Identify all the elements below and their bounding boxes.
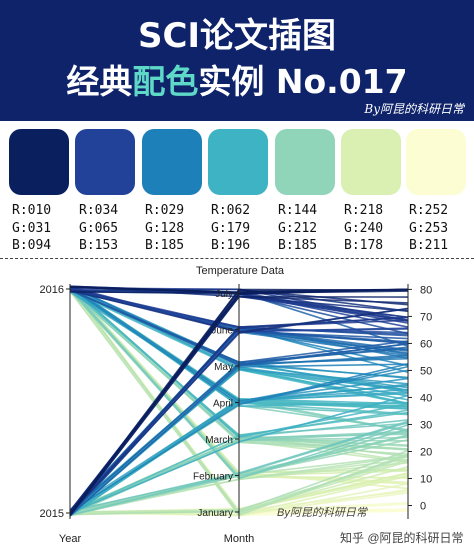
month-tick-label: May (214, 362, 233, 373)
parallel-coordinates-chart: Temperature Data 2015 2016 January February… (40, 265, 464, 545)
color-swatch-6 (341, 129, 401, 195)
temperature-tick-label: 70 (420, 311, 432, 323)
title-prefix: 经典 (66, 62, 133, 101)
color-swatch-5 (275, 129, 335, 195)
month-tick-label: July (215, 289, 233, 300)
rgb-values-7: R:252 G:253 B:211 (409, 203, 449, 253)
title-line-2: 经典配色实例 No.017 (0, 62, 474, 102)
color-swatch-7 (406, 129, 466, 195)
temperature-tick-label: 50 (420, 365, 432, 377)
temperature-tick-label: 10 (420, 473, 432, 485)
month-tick-label: March (205, 435, 233, 446)
color-swatch-1 (9, 129, 69, 195)
rgb-values-1: R:010 G:031 B:094 (12, 203, 52, 253)
color-swatch-2 (75, 129, 135, 195)
color-swatch-4 (208, 129, 268, 195)
title-accent: 配色 (132, 62, 199, 101)
chart-title: Temperature Data (196, 265, 285, 277)
rgb-values-6: R:218 G:240 B:178 (344, 203, 384, 253)
temperature-tick-label: 30 (420, 419, 432, 431)
dashed-divider (0, 258, 474, 259)
axis-ticks: 2015 2016 January February March April May June… (40, 284, 433, 520)
color-swatch-3 (142, 129, 202, 195)
year-tick-label: 2016 (40, 284, 64, 296)
rgb-values-4: R:062 G:179 B:196 (211, 203, 251, 253)
rgb-values-3: R:029 G:128 B:185 (145, 203, 185, 253)
temperature-tick-label: 80 (420, 284, 432, 296)
month-tick-label: February (193, 472, 233, 483)
header-banner: SCI论文插图 经典配色实例 No.017 By阿昆的科研日常 (0, 0, 474, 121)
axis-label-year: Year (59, 533, 82, 545)
temperature-tick-label: 0 (420, 500, 426, 512)
watermark-zhihu: 知乎 @阿昆的科研日常 (340, 530, 464, 545)
watermark-signature: By阿昆的科研日常 (277, 506, 369, 519)
title-suffix: 实例 No.017 (198, 62, 408, 101)
month-tick-label: April (213, 399, 233, 410)
axis-label-month: Month (224, 533, 255, 545)
month-tick-label: January (197, 508, 233, 519)
rgb-values-5: R:144 G:212 B:185 (278, 203, 318, 253)
year-tick-label: 2015 (40, 508, 64, 520)
title-line-1: SCI论文插图 (137, 16, 337, 56)
author-signature: By阿昆的科研日常 (364, 102, 464, 116)
temperature-tick-label: 20 (420, 446, 432, 458)
temperature-tick-label: 60 (420, 338, 432, 350)
month-tick-label: June (211, 326, 233, 337)
rgb-values-2: R:034 G:065 B:153 (79, 203, 119, 253)
temperature-tick-label: 40 (420, 392, 432, 404)
